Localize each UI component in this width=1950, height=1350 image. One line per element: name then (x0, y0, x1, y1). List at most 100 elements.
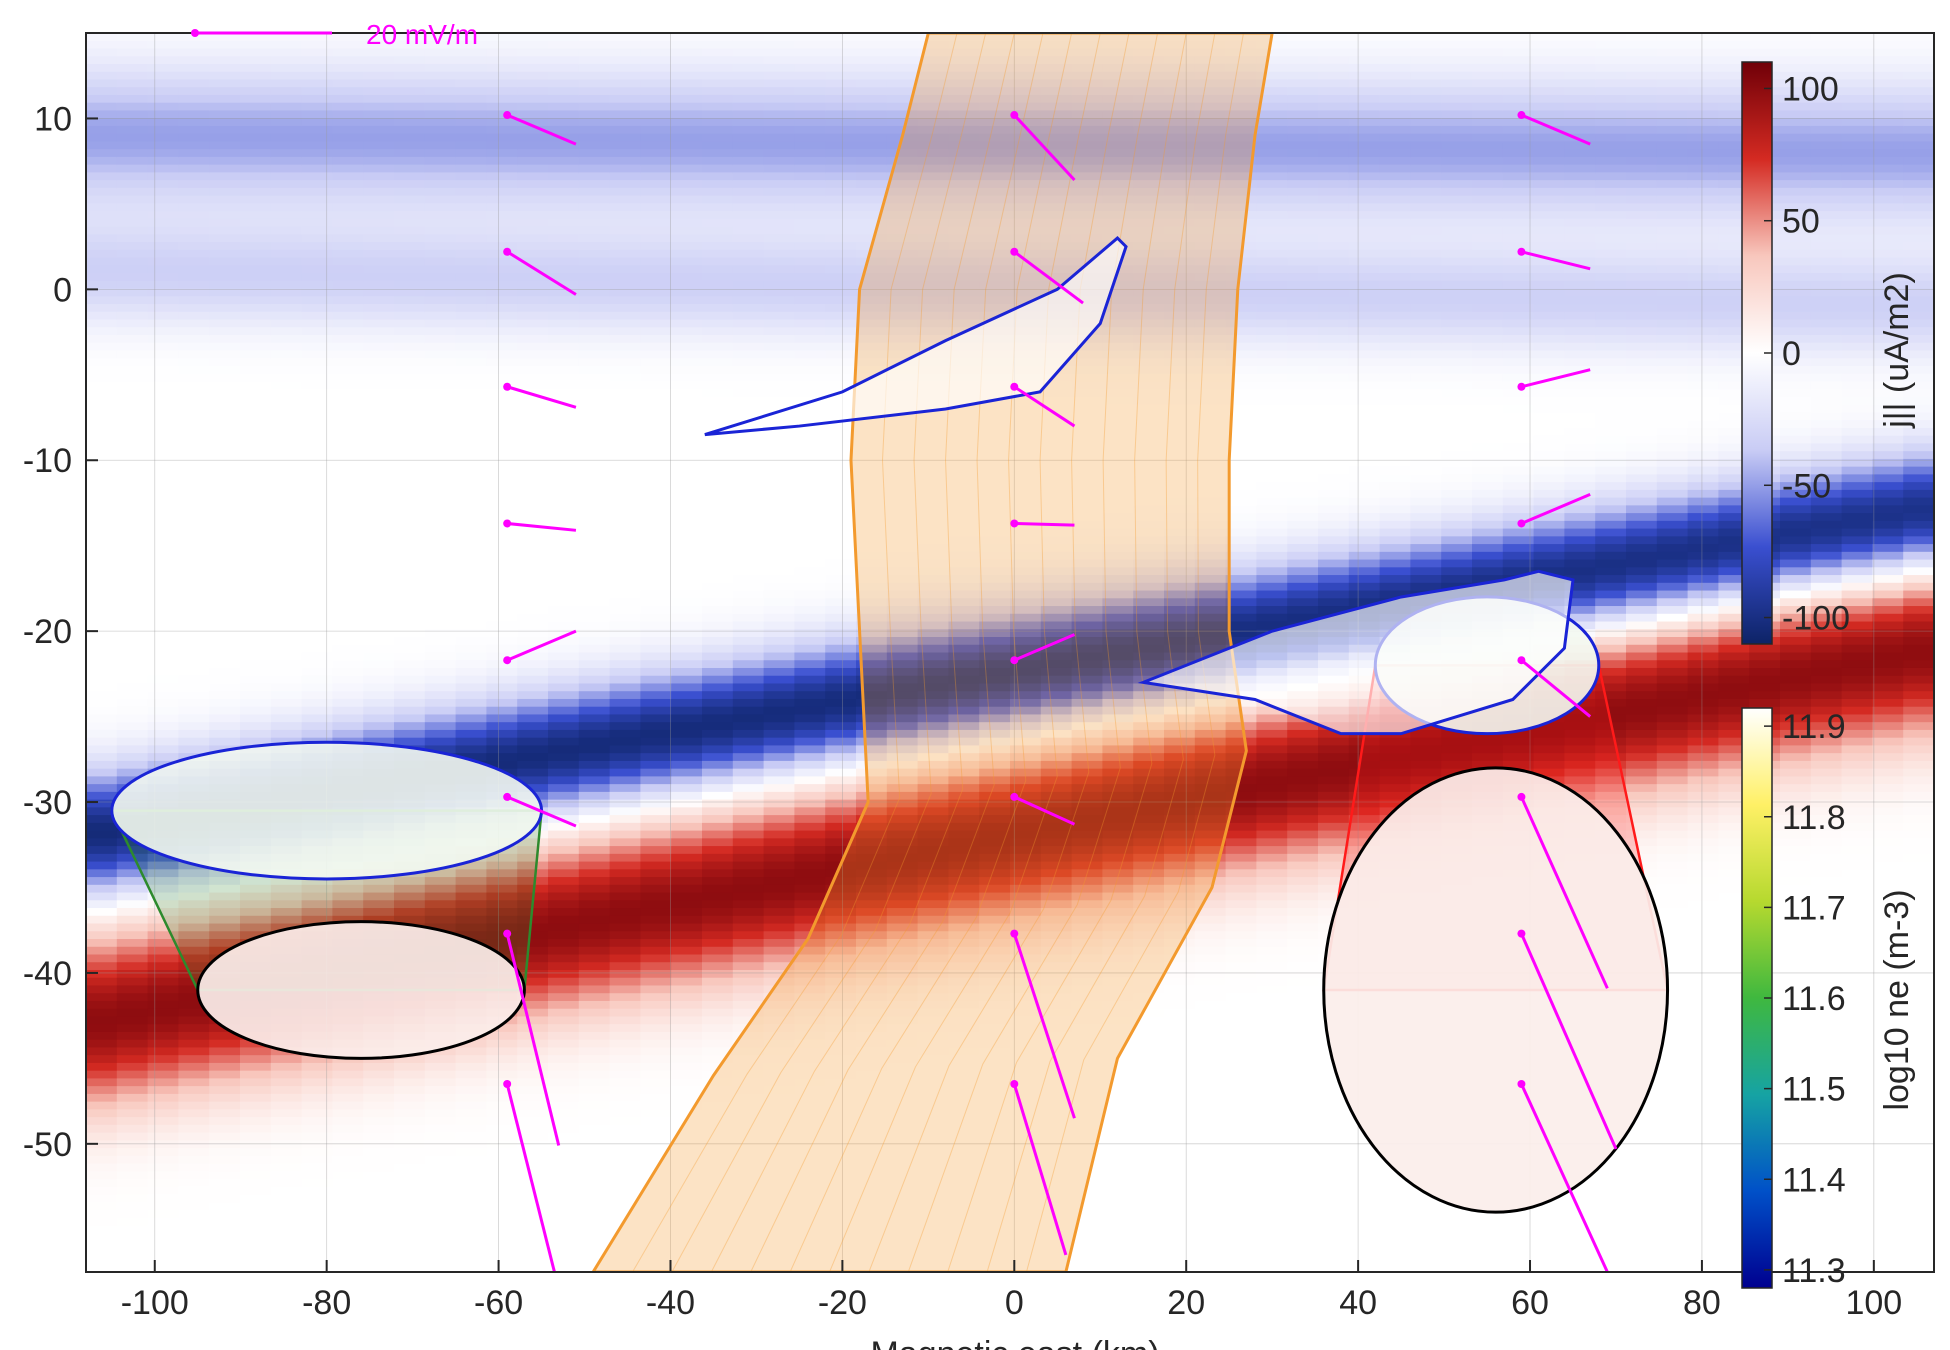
field-cell (671, 451, 703, 460)
field-cell (979, 760, 1011, 770)
field-cell (363, 536, 395, 546)
field-cell (116, 118, 149, 127)
field-cell (209, 1264, 241, 1272)
field-cell (486, 443, 519, 453)
field-cell (917, 582, 950, 592)
field-cell (86, 234, 118, 244)
field-cell (886, 141, 919, 151)
field-cell (732, 923, 765, 933)
field-cell (332, 1093, 365, 1103)
field-cell (548, 40, 580, 50)
field-cell (548, 1210, 580, 1219)
field-cell (486, 1194, 519, 1204)
field-cell (116, 520, 149, 530)
field-cell (732, 505, 765, 515)
field-cell (671, 993, 703, 1002)
field-cell (948, 1155, 981, 1165)
field-cell (671, 265, 703, 275)
field-cell (763, 1070, 796, 1080)
field-cell (794, 637, 827, 646)
field-cell (116, 1233, 149, 1243)
field-cell (671, 79, 703, 89)
field-cell (948, 458, 981, 468)
field-cell (1040, 242, 1073, 251)
field-cell (86, 846, 118, 855)
field-cell (1040, 273, 1073, 282)
field-cell (794, 1233, 827, 1243)
field-cell (240, 48, 272, 58)
field-cell (517, 1086, 549, 1095)
field-cell (856, 257, 888, 267)
field-cell (578, 273, 611, 282)
field-cell (1010, 1024, 1042, 1033)
field-cell (732, 698, 765, 708)
field-cell (178, 48, 211, 58)
field-cell (732, 79, 765, 89)
field-cell (209, 652, 241, 662)
field-cell (671, 63, 703, 73)
field-cell (578, 327, 611, 337)
field-cell (548, 1264, 580, 1272)
field-cell (609, 1140, 642, 1150)
field-cell (825, 830, 857, 840)
field-cell (702, 822, 734, 832)
field-cell (671, 1179, 703, 1188)
field-cell (86, 931, 118, 941)
field-cell (702, 466, 734, 476)
field-cell (702, 969, 734, 979)
field-cell (486, 536, 519, 546)
field-cell (486, 1202, 519, 1212)
field-cell (763, 799, 796, 809)
field-cell (671, 249, 703, 259)
field-cell (486, 234, 519, 244)
field-cell (517, 551, 549, 561)
field-cell (702, 892, 734, 902)
field-cell (394, 482, 426, 491)
field-cell (332, 482, 365, 491)
field-cell (116, 544, 149, 553)
field-cell (270, 327, 303, 337)
field-cell (609, 365, 642, 375)
field-cell (301, 1233, 334, 1243)
field-cell (794, 621, 827, 631)
field-cell (548, 853, 580, 863)
field-cell (548, 776, 580, 786)
field-cell (270, 218, 303, 228)
field-cell (548, 172, 580, 182)
field-cell (486, 187, 519, 197)
field-cell (455, 40, 488, 50)
field-cell (424, 71, 457, 81)
field-cell (1010, 249, 1042, 259)
field-cell (886, 451, 919, 460)
field-cell (86, 249, 118, 259)
field-cell (301, 606, 334, 615)
field-cell (794, 389, 827, 398)
field-cell (886, 218, 919, 228)
field-cell (1040, 172, 1073, 182)
field-cell (640, 156, 673, 166)
field-cell (240, 319, 272, 329)
field-cell (1040, 94, 1073, 104)
field-cell (301, 327, 334, 337)
field-cell (763, 1155, 796, 1165)
field-cell (732, 613, 765, 623)
field-cell (548, 381, 580, 391)
field-cell (548, 791, 580, 801)
field-cell (948, 629, 981, 639)
field-cell (301, 203, 334, 213)
field-cell (886, 79, 919, 89)
field-cell (578, 280, 611, 290)
field-cell (301, 1086, 334, 1095)
field-cell (763, 451, 796, 460)
field-cell (486, 497, 519, 507)
field-cell (517, 1093, 549, 1103)
field-cell (270, 195, 303, 205)
field-cell (948, 1248, 981, 1258)
field-cell (671, 923, 703, 933)
field-cell (240, 1101, 272, 1111)
field-cell (394, 365, 426, 375)
field-cell (671, 273, 703, 282)
field-cell (394, 722, 426, 731)
field-cell (517, 458, 549, 468)
field-cell (486, 675, 519, 685)
